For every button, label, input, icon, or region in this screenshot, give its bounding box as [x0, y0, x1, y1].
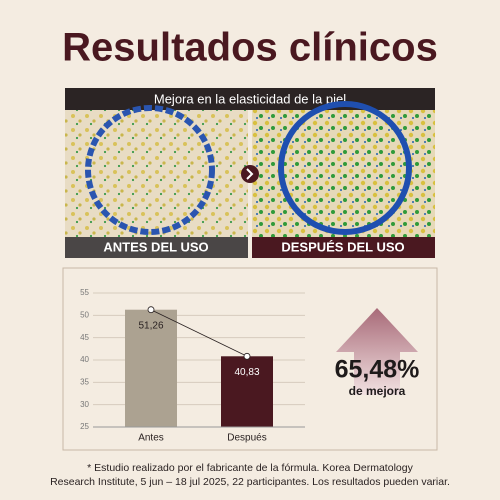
y-tick-label: 30 — [80, 400, 89, 409]
bar — [221, 356, 273, 427]
before-label-bg — [65, 237, 248, 258]
before-ring — [85, 105, 215, 235]
title: Resultados clínicos — [62, 26, 438, 70]
after-label-bg — [252, 237, 435, 258]
footnote-line: * Estudio realizado por el fabricante de… — [87, 462, 413, 474]
y-tick-label: 25 — [80, 422, 89, 431]
y-tick-label: 55 — [80, 288, 89, 297]
next-icon — [241, 165, 259, 183]
point — [243, 352, 251, 360]
value-label: 40,83 — [234, 367, 259, 378]
improvement-value: 65,48% — [335, 356, 420, 384]
y-tick-label: 45 — [80, 333, 89, 342]
x-tick-label: Antes — [138, 433, 164, 444]
before-label: ANTES DEL USO — [103, 239, 208, 254]
point — [147, 306, 155, 314]
y-tick-label: 50 — [80, 310, 89, 319]
before-image — [65, 110, 248, 237]
after-ring — [278, 101, 412, 235]
bar — [125, 309, 177, 427]
y-tick-label: 35 — [80, 377, 89, 386]
arrow — [336, 308, 418, 395]
value-label: 51,26 — [138, 320, 163, 331]
next-chevron — [246, 168, 254, 180]
banner-text: Mejora en la elasticidad de la piel — [154, 91, 346, 106]
trend-line — [150, 309, 248, 357]
improvement-text: de mejora — [349, 384, 406, 398]
x-tick-label: Después — [227, 433, 266, 444]
footnote-line: Research Institute, 5 jun – 18 jul 2025,… — [50, 476, 450, 488]
after-label: DESPUÉS DEL USO — [281, 239, 404, 254]
y-tick-label: 40 — [80, 355, 89, 364]
